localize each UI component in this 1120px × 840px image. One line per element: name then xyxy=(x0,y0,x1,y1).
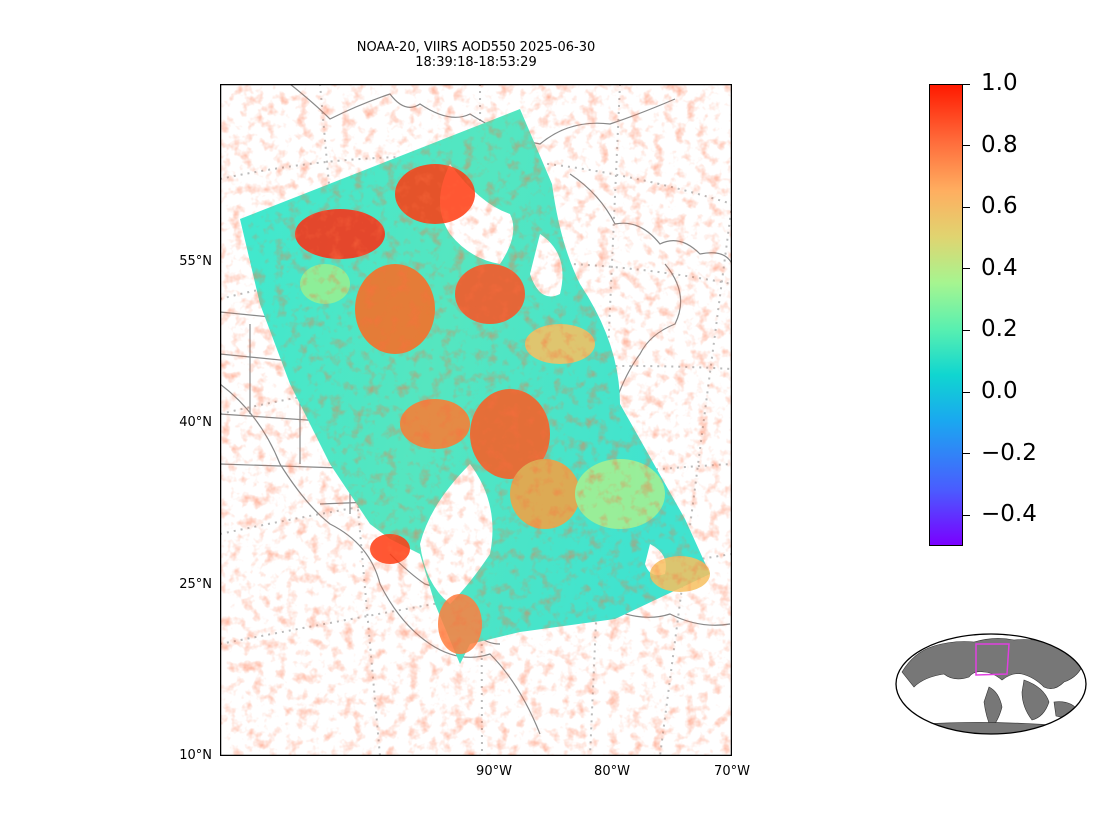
inset-region-box xyxy=(975,643,1010,676)
map-title: NOAA-20, VIIRS AOD550 2025-06-30 18:39:1… xyxy=(220,40,732,70)
colorbar-tick-label: 0.4 xyxy=(981,254,1018,281)
colorbar xyxy=(929,84,963,546)
title-line-1: NOAA-20, VIIRS AOD550 2025-06-30 xyxy=(356,40,596,55)
aod-swath xyxy=(220,84,732,756)
colorbar-tick-mark xyxy=(963,83,970,85)
colorbar-tick-label: 0.6 xyxy=(981,193,1018,220)
inset-svg xyxy=(895,633,1087,735)
lon-label-70w: 70°W xyxy=(714,764,750,779)
colorbar-tick-mark xyxy=(963,391,970,393)
lat-label-40: 40°N xyxy=(179,415,212,430)
lon-label-80w: 80°W xyxy=(594,764,630,779)
colorbar-tick-label: −0.2 xyxy=(981,439,1037,466)
lat-label-10: 10°N xyxy=(179,748,212,763)
colorbar-tick-mark xyxy=(963,145,970,147)
colorbar-tick-label: 1.0 xyxy=(981,70,1018,96)
colorbar-tick-label: 0.0 xyxy=(981,378,1018,404)
inset-globe xyxy=(894,632,1088,736)
lat-label-55: 55°N xyxy=(179,254,212,269)
lon-label-90w: 90°W xyxy=(476,764,512,779)
main-map xyxy=(220,84,732,756)
colorbar-tick-mark xyxy=(963,329,970,331)
colorbar-tick-label: 0.2 xyxy=(981,316,1018,343)
colorbar-tick-label: 0.8 xyxy=(981,131,1018,158)
colorbar-tick-mark xyxy=(963,514,970,516)
inset-land xyxy=(901,638,1085,734)
colorbar-tick-label: −0.4 xyxy=(981,501,1037,528)
map-svg xyxy=(220,84,732,756)
title-line-2: 18:39:18-18:53:29 xyxy=(415,55,537,70)
lat-label-25: 25°N xyxy=(179,577,212,592)
colorbar-tick-mark xyxy=(963,453,970,455)
map-border xyxy=(220,84,732,756)
colorbar-tick-mark xyxy=(963,268,970,270)
colorbar-tick-mark xyxy=(963,206,970,208)
